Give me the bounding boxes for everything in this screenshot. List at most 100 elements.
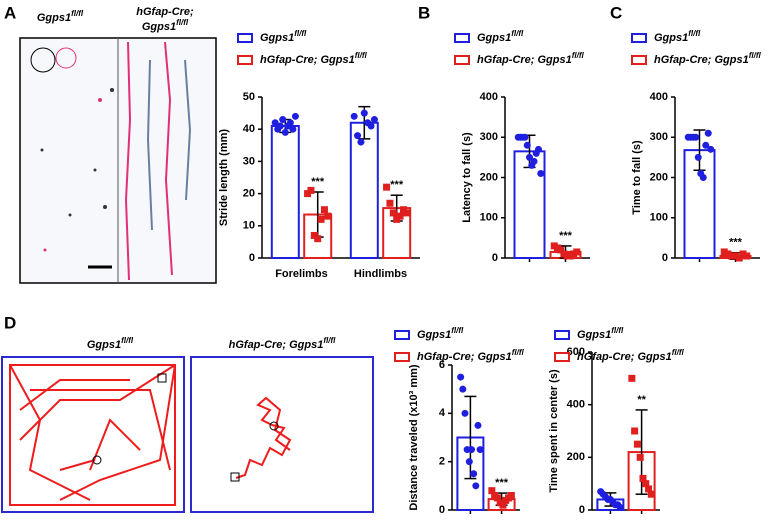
data-point	[735, 254, 743, 262]
data-point	[367, 122, 375, 130]
legend-sup: fl/fl	[451, 326, 464, 335]
y-tick-label: 0	[579, 504, 585, 516]
y-tick-label: 4	[439, 407, 446, 419]
significance: **	[637, 394, 646, 406]
bar	[513, 150, 546, 259]
data-point	[370, 116, 378, 124]
data-point	[470, 470, 478, 478]
legend-sup: fl/fl	[688, 29, 701, 38]
image-label: Ggps1fl/fl	[142, 18, 189, 33]
legend-label: hGfap-Cre; Ggps1fl/fl	[654, 51, 762, 66]
data-point	[535, 145, 542, 153]
bar	[270, 124, 300, 260]
label-sup: fl/fl	[176, 18, 189, 27]
y-axis-label: Distance traveled (x10³ mm)	[408, 364, 420, 510]
significance: ***	[559, 230, 573, 242]
data-point	[307, 186, 315, 194]
track	[9, 364, 176, 506]
data-point	[461, 409, 469, 417]
data-point	[291, 112, 299, 120]
end-marker	[92, 455, 102, 465]
data-point	[704, 129, 712, 137]
legend-text: hGfap-Cre; Ggps1	[477, 54, 572, 66]
legend-label: Ggps1fl/fl	[477, 29, 524, 44]
legend-text: Ggps1	[654, 32, 688, 44]
label-text: Ggps1	[87, 339, 121, 351]
legend-swatch	[237, 33, 253, 43]
marker-circle	[30, 47, 56, 73]
legend-sup: fl/fl	[294, 29, 307, 38]
data-point	[645, 485, 653, 493]
y-tick-label: 100	[650, 212, 668, 224]
start-marker	[157, 373, 167, 383]
legend-swatch	[554, 330, 570, 340]
label-sup: fl/fl	[323, 336, 336, 345]
label-text: hGfap-Cre; Ggps1	[229, 339, 324, 351]
legend-label: hGfap-Cre; Ggps1fl/fl	[260, 51, 368, 66]
panel-label: A	[4, 3, 16, 22]
data-point	[628, 374, 636, 382]
end-marker	[269, 421, 279, 431]
x-tick-label: Hindlimbs	[354, 268, 407, 280]
marker-circle	[55, 47, 77, 69]
label-text: Ggps1	[142, 21, 176, 33]
legend-label: hGfap-Cre; Ggps1fl/fl	[577, 348, 685, 363]
data-point	[289, 125, 297, 133]
data-point	[314, 235, 322, 243]
image-label: hGfap-Cre;	[136, 6, 194, 18]
label-sup: fl/fl	[71, 9, 84, 18]
y-tick-label: 600	[567, 346, 585, 358]
panel-label: C	[610, 3, 622, 22]
y-tick-label: 400	[567, 399, 585, 411]
data-point	[720, 248, 728, 256]
data-point	[354, 132, 362, 140]
legend-sup: fl/fl	[572, 51, 585, 60]
data-point	[499, 501, 507, 509]
data-point	[521, 133, 529, 141]
y-tick-label: 300	[480, 131, 498, 143]
y-tick-label: 20	[243, 188, 255, 200]
y-tick-label: 0	[492, 252, 498, 264]
data-point	[692, 133, 700, 141]
legend-sup: fl/fl	[355, 51, 368, 60]
label-sup: fl/fl	[121, 336, 134, 345]
data-point	[488, 487, 496, 495]
data-point	[557, 246, 565, 254]
data-point	[537, 169, 545, 177]
data-point	[728, 252, 736, 260]
data-point	[707, 145, 715, 153]
data-point	[694, 153, 702, 161]
data-point	[699, 174, 707, 181]
y-tick-label: 400	[650, 91, 668, 103]
data-point	[383, 183, 391, 191]
legend-text: Ggps1	[417, 329, 451, 341]
data-point	[474, 421, 482, 429]
panel-label: B	[418, 3, 430, 22]
legend-text: Ggps1	[477, 32, 511, 44]
data-point	[476, 446, 484, 454]
significance: ***	[729, 237, 743, 249]
data-point	[350, 112, 358, 120]
y-axis-label: Time to fall (s)	[631, 140, 643, 215]
data-point	[279, 116, 287, 124]
data-point	[633, 440, 641, 448]
track	[235, 396, 292, 479]
data-point	[732, 252, 739, 260]
legend-swatch	[454, 33, 470, 43]
legend-text: hGfap-Cre; Ggps1	[260, 54, 355, 66]
y-tick-label: 200	[480, 171, 498, 183]
y-tick-label: 0	[662, 252, 668, 264]
significance: ***	[311, 176, 325, 188]
y-tick-label: 0	[439, 504, 445, 516]
legend-label: hGfap-Cre; Ggps1fl/fl	[477, 51, 585, 66]
y-axis-label: Time spent in center (s)	[548, 369, 560, 493]
data-point	[526, 153, 533, 161]
data-point	[702, 141, 710, 149]
data-point	[636, 453, 644, 461]
legend-label: hGfap-Cre; Ggps1fl/fl	[417, 348, 525, 363]
data-point	[493, 494, 501, 502]
label-text: Ggps1	[37, 12, 71, 24]
legend-text: Ggps1	[260, 32, 294, 44]
data-point	[523, 141, 531, 149]
